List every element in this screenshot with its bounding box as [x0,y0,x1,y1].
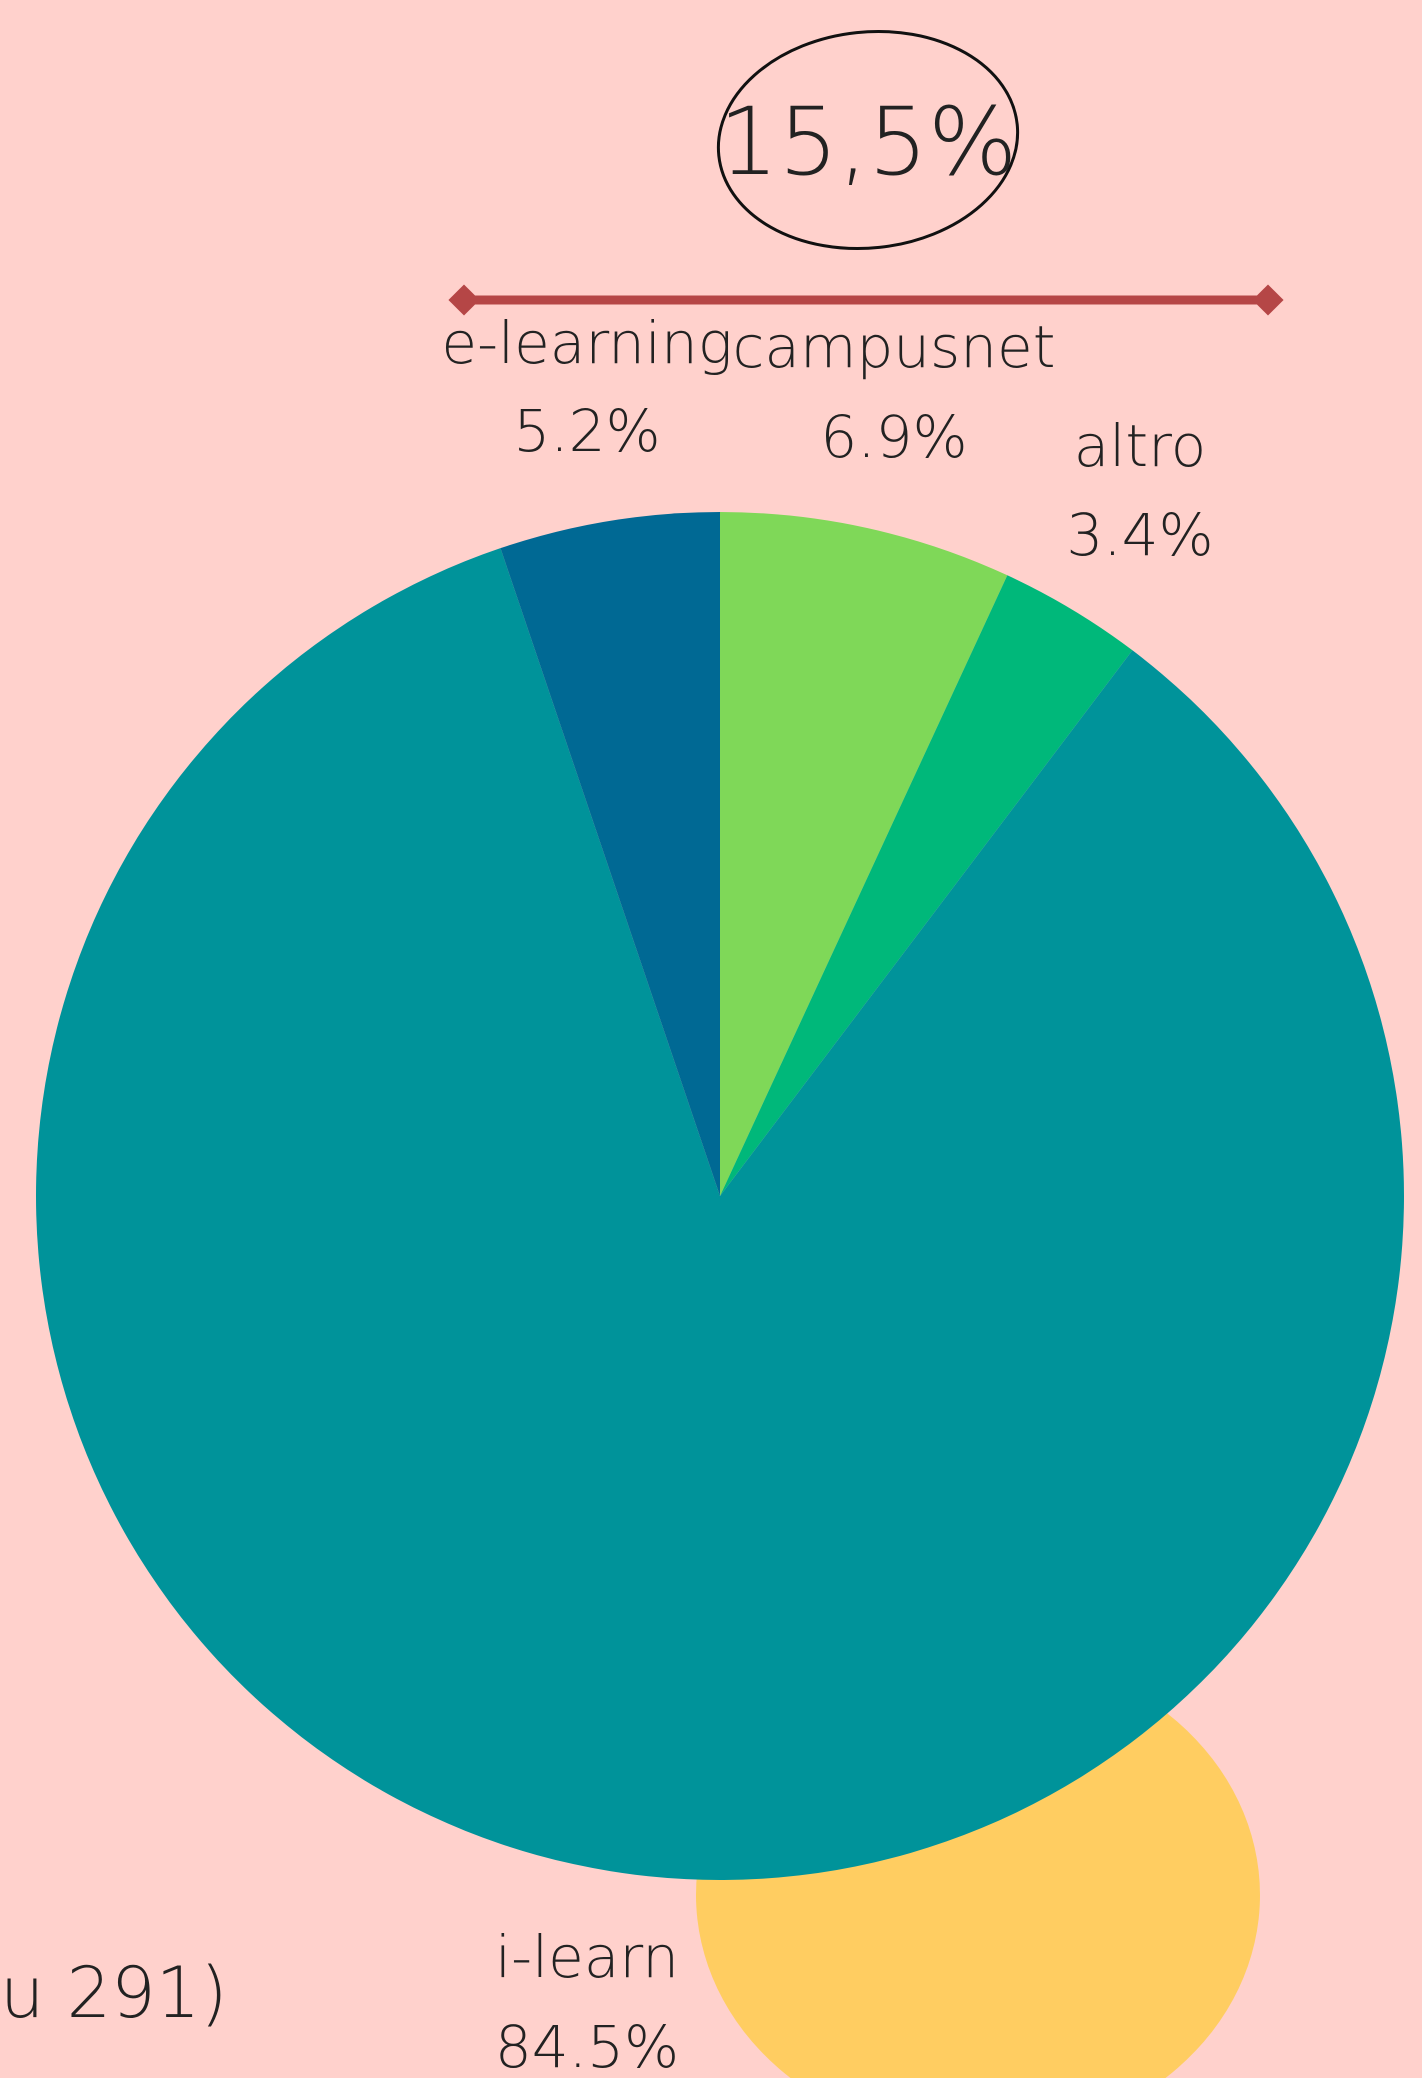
slice-label: i-learn [495,1923,679,1991]
pie-slice [35,548,1404,1880]
pie-slice [500,512,720,1196]
annotation: u 291) [0,1952,228,2034]
pie-slice [720,512,1008,1196]
annotation: 15,5% [719,88,1018,197]
highlight-circle [716,29,1020,251]
slice-label: altro [1074,412,1206,480]
slice-value-label: 6.9% [820,403,967,471]
slice-label: campusnet [733,313,1056,381]
bracket-end [1252,284,1284,316]
slice-value-label: 5.2% [513,397,660,465]
pie-slice [720,575,1133,1196]
bracket-end [448,284,480,316]
slice-label: e-learning [441,309,732,377]
slice-value-label: 3.4% [1066,501,1213,569]
slice-value-label: 84.5% [495,2013,679,2078]
